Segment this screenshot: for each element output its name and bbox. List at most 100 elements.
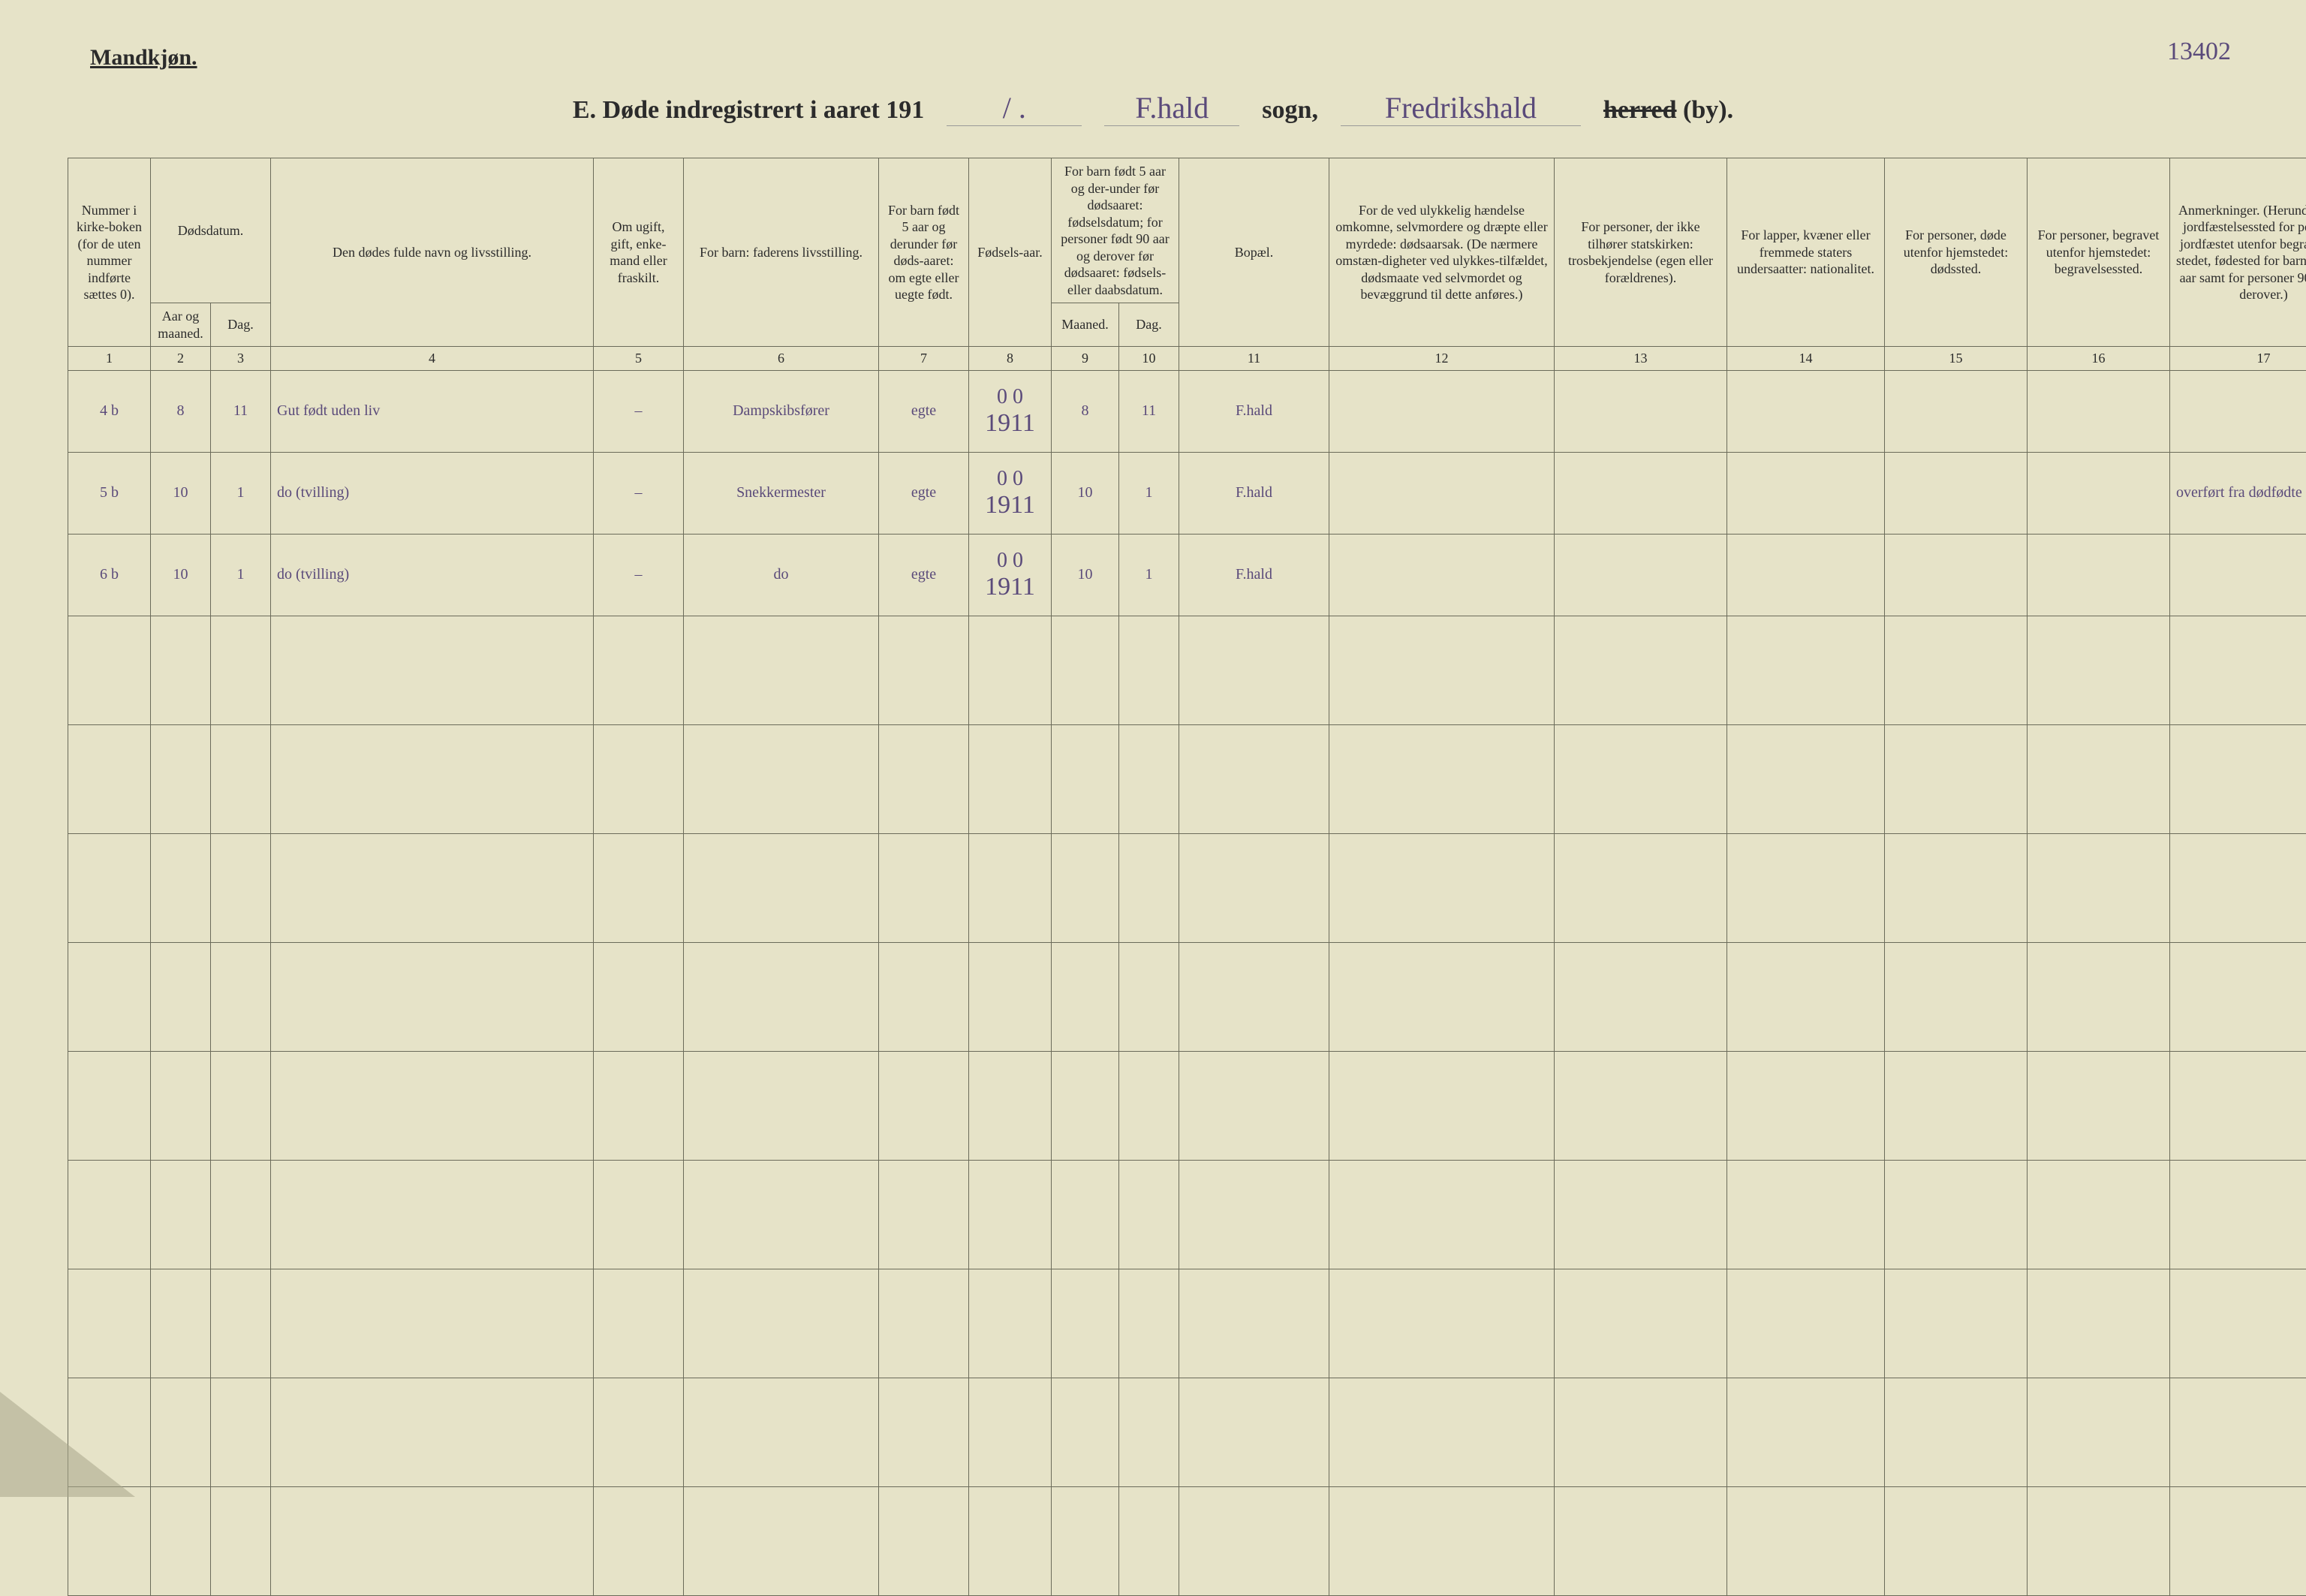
- colnum: 11: [1179, 347, 1329, 371]
- cell-c3: [211, 942, 271, 1051]
- h-c8: Fødsels-aar.: [969, 158, 1052, 347]
- cell-c15: [1885, 1378, 2028, 1486]
- cell-c13: [1555, 942, 1727, 1051]
- cell-c8-value: 1911: [975, 573, 1045, 601]
- cell-c1: [68, 1051, 151, 1160]
- table-row: [68, 1160, 2306, 1269]
- cell-c8: [969, 616, 1052, 724]
- colnum: 6: [684, 347, 879, 371]
- cell-c3: [211, 724, 271, 833]
- cell-c12: [1329, 833, 1555, 942]
- cell-c15: [1885, 616, 2028, 724]
- h-c7: For barn født 5 aar og derunder før døds…: [879, 158, 969, 347]
- colnum: 3: [211, 347, 271, 371]
- cell-c7: egte: [879, 534, 969, 616]
- cell-c16: [2028, 1486, 2170, 1595]
- cell-c14: [1727, 1160, 1885, 1269]
- cell-c8: [969, 1486, 1052, 1595]
- cell-c5: [594, 1378, 684, 1486]
- cell-c13: [1555, 1269, 1727, 1378]
- cell-c5: [594, 616, 684, 724]
- cell-c4: Gut født uden liv: [271, 370, 594, 452]
- cell-c4: [271, 1269, 594, 1378]
- colnum: 4: [271, 347, 594, 371]
- cell-c15: [1885, 452, 2028, 534]
- cell-c4: [271, 724, 594, 833]
- cell-c1: [68, 724, 151, 833]
- cell-c15: [1885, 370, 2028, 452]
- herred-hand: Fredrikshald: [1341, 90, 1581, 126]
- cell-c15: [1885, 942, 2028, 1051]
- cell-c8: [969, 724, 1052, 833]
- cell-c13: [1555, 1051, 1727, 1160]
- herred-suffix: (by).: [1683, 96, 1733, 124]
- cell-c10: [1119, 1378, 1179, 1486]
- table-row: [68, 1378, 2306, 1486]
- colnum: 16: [2028, 347, 2170, 371]
- cell-c4: [271, 1051, 594, 1160]
- cell-c14: [1727, 833, 1885, 942]
- cell-c7: [879, 616, 969, 724]
- cell-c15: [1885, 534, 2028, 616]
- cell-c10: [1119, 1160, 1179, 1269]
- table-row: 6 b101do (tvilling)–doegte0 01911101F.ha…: [68, 534, 2306, 616]
- colnum: 12: [1329, 347, 1555, 371]
- cell-c16: [2028, 724, 2170, 833]
- corner-fold: [0, 1392, 135, 1497]
- table-body: 4 b811Gut født uden liv–Dampskibsførereg…: [68, 370, 2306, 1595]
- cell-c8-super: 0 0: [975, 549, 1045, 573]
- colnum: 7: [879, 347, 969, 371]
- table-row: [68, 724, 2306, 833]
- cell-c16: [2028, 534, 2170, 616]
- cell-c17: [2170, 1378, 2306, 1486]
- cell-c17: [2170, 942, 2306, 1051]
- cell-c8: 0 01911: [969, 370, 1052, 452]
- cell-c11: F.hald: [1179, 534, 1329, 616]
- cell-c1: [68, 833, 151, 942]
- cell-c9: [1052, 1486, 1119, 1595]
- cell-c16: [2028, 1378, 2170, 1486]
- colnum: 9: [1052, 347, 1119, 371]
- h-c11: Bopæl.: [1179, 158, 1329, 347]
- h-c4: Den dødes fulde navn og livsstilling.: [271, 158, 594, 347]
- cell-c9: [1052, 1269, 1119, 1378]
- h-c6: For barn: faderens livsstilling.: [684, 158, 879, 347]
- cell-c17: [2170, 1051, 2306, 1160]
- h-c9-10-group: For barn født 5 aar og der-under før død…: [1052, 158, 1179, 303]
- cell-c8: [969, 942, 1052, 1051]
- cell-c8: [969, 1160, 1052, 1269]
- sogn-hand: F.hald: [1104, 90, 1239, 126]
- cell-c3: 11: [211, 370, 271, 452]
- table-head: Nummer i kirke-boken (for de uten nummer…: [68, 158, 2306, 371]
- cell-c14: [1727, 724, 1885, 833]
- cell-c4: [271, 942, 594, 1051]
- cell-c6: [684, 1269, 879, 1378]
- cell-c5: [594, 1486, 684, 1595]
- h-c3: Dag.: [211, 303, 271, 347]
- cell-c6: Snekkermester: [684, 452, 879, 534]
- cell-c5: [594, 942, 684, 1051]
- cell-c8: [969, 1378, 1052, 1486]
- cell-c15: [1885, 1160, 2028, 1269]
- cell-c14: [1727, 1378, 1885, 1486]
- cell-c3: 1: [211, 452, 271, 534]
- cell-c10: [1119, 724, 1179, 833]
- cell-c14: [1727, 942, 1885, 1051]
- cell-c9: [1052, 1160, 1119, 1269]
- cell-c15: [1885, 1269, 2028, 1378]
- cell-c4: do (tvilling): [271, 534, 594, 616]
- cell-c11: [1179, 1160, 1329, 1269]
- cell-c6: [684, 616, 879, 724]
- h-c14: For lapper, kvæner eller fremmede stater…: [1727, 158, 1885, 347]
- cell-c13: [1555, 724, 1727, 833]
- cell-c3: [211, 1486, 271, 1595]
- cell-c17: overført fra dødfødte: [2170, 452, 2306, 534]
- colnum: 8: [969, 347, 1052, 371]
- cell-c10: [1119, 616, 1179, 724]
- cell-c14: [1727, 1051, 1885, 1160]
- cell-c12: [1329, 616, 1555, 724]
- cell-c13: [1555, 833, 1727, 942]
- cell-c2: [151, 833, 211, 942]
- table-row: [68, 1486, 2306, 1595]
- cell-c11: [1179, 942, 1329, 1051]
